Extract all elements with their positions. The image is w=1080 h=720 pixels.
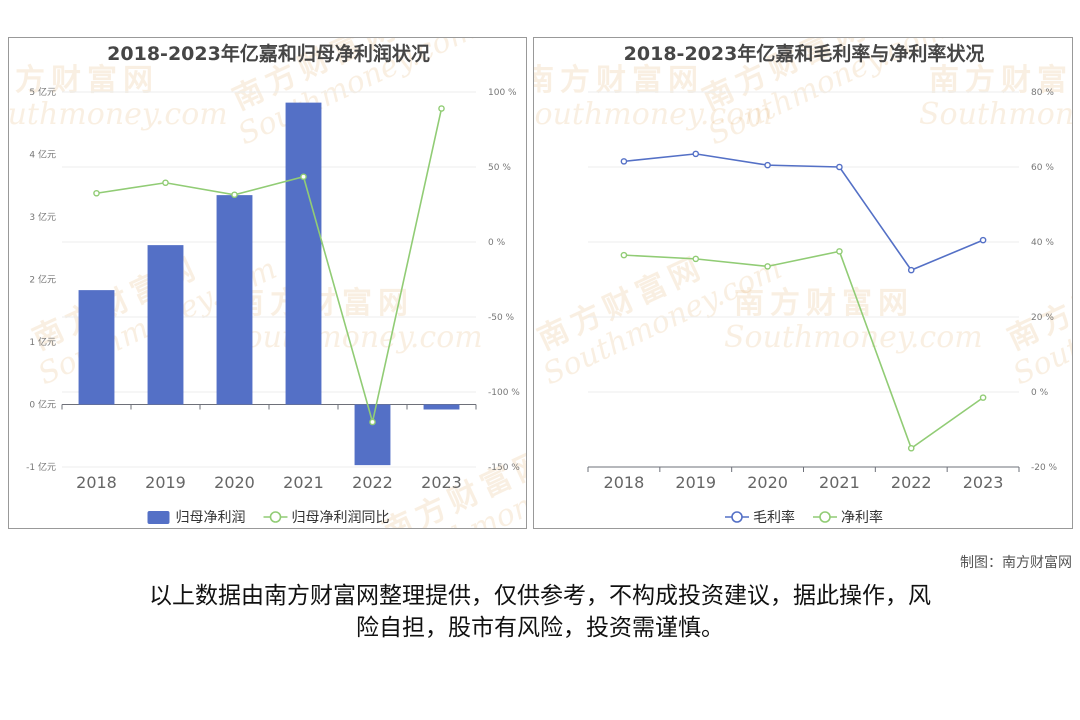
y-left-tick-label: 5 亿元 (29, 86, 56, 98)
disclaimer-line-2: 险自担，股市有风险，投资需谨慎。 (356, 615, 724, 641)
y-right-tick-label: 20 % (1031, 313, 1054, 323)
bar (285, 102, 322, 405)
data-point (692, 150, 700, 158)
y-right-tick-label: 0 % (488, 238, 506, 248)
net-profit-chart-panel: 南方财富网Southmoney.com南方财富网Southmoney.com南方… (8, 37, 527, 529)
bar (147, 245, 184, 405)
watermark-en: Southmoney.com (9, 97, 228, 132)
legend-swatch-marker (819, 511, 831, 523)
y-right-tick-label: -100 % (488, 388, 520, 398)
x-tick-label: 2022 (891, 473, 932, 492)
disclaimer-line-1: 以上数据由南方财富网整理提供，仅供参考，不构成投资建议，据此操作，风 (149, 583, 931, 609)
y-right-tick-label: 100 % (488, 88, 517, 98)
legend: 毛利率 净利率 (725, 509, 883, 526)
data-point (438, 105, 445, 112)
bar (78, 290, 115, 405)
x-tick-label: 2022 (352, 473, 393, 492)
watermark-en: Southmoney.com (724, 320, 983, 355)
data-point (692, 255, 700, 263)
data-point (907, 444, 915, 452)
watermark-cn: 南方财富网 (534, 63, 704, 98)
data-point (764, 161, 771, 169)
data-point (620, 158, 628, 165)
data-point (836, 163, 843, 171)
x-tick-label: 2023 (963, 473, 1004, 492)
series-line (623, 250, 984, 450)
chart-title: 2018-2023年亿嘉和毛利率与净利率状况 (624, 42, 985, 65)
chart-credit: 制图：南方财富网 (960, 555, 1072, 571)
y-right-tick-label: 50 % (488, 163, 511, 173)
x-tick-label: 2019 (145, 473, 186, 492)
data-point (162, 179, 169, 187)
watermark-en: Southmoney.com (224, 320, 483, 355)
chart-title: 2018-2023年亿嘉和归母净利润状况 (107, 42, 430, 65)
y-right-tick-label: -50 % (488, 313, 515, 323)
y-left-tick-label: 2 亿元 (29, 274, 56, 286)
legend-label: 归母净利润同比 (292, 509, 390, 526)
legend-label: 净利率 (841, 509, 883, 526)
legend-label: 归母净利润 (176, 509, 246, 526)
series-line (623, 153, 984, 272)
margin-chart-panel: 南方财富网 Southmoney.com 南方财富网 Southmoney.com 南方… (533, 37, 1073, 529)
legend-swatch-marker (269, 511, 282, 523)
bar (354, 404, 391, 466)
x-tick-label: 2021 (819, 473, 860, 492)
y-right-tick-label: 0 % (1031, 388, 1049, 398)
x-tick-label: 2018 (76, 473, 117, 492)
margin-chart: 南方财富网Southmoney.com南方财富网Southmoney.com南方… (534, 38, 1073, 526)
x-tick-label: 2019 (675, 473, 716, 492)
watermark-cn: 南方财富网 (734, 286, 914, 321)
legend-swatch (147, 511, 170, 524)
disclaimer: 以上数据由南方财富网整理提供，仅供参考，不构成投资建议，据此操作，风 险自担，股… (70, 580, 1010, 644)
y-left-tick-label: 4 亿元 (29, 149, 56, 161)
data-point (907, 266, 915, 274)
y-right-tick-label: 60 % (1031, 163, 1054, 173)
y-right-tick-label: -150 % (488, 463, 520, 473)
bar (216, 195, 253, 405)
y-left-tick-label: -1 亿元 (26, 461, 56, 473)
data-point (979, 236, 987, 244)
bar (423, 404, 460, 410)
series-line (96, 108, 443, 423)
legend-label: 毛利率 (753, 509, 795, 526)
watermark-en: Southmoney.com (534, 97, 773, 132)
watermark-cn: 南方财富网 (234, 286, 414, 321)
y-left-tick-label: 1 亿元 (29, 336, 56, 348)
data-point (369, 418, 376, 426)
net-profit-chart: 南方财富网Southmoney.com南方财富网Southmoney.com南方… (9, 38, 526, 528)
y-left-tick-label: 3 亿元 (29, 211, 56, 223)
x-tick-label: 2023 (421, 473, 462, 492)
data-point (836, 248, 843, 255)
legend-swatch-marker (731, 511, 743, 523)
y-right-tick-label: -20 % (1031, 463, 1058, 473)
legend: 归母净利润 归母净利润同比 (147, 509, 390, 526)
data-point (764, 263, 771, 270)
y-left-tick-label: 0 亿元 (29, 399, 56, 411)
y-right-tick-label: 80 % (1031, 88, 1054, 98)
data-point (620, 251, 628, 259)
y-right-tick-label: 40 % (1031, 238, 1054, 248)
x-tick-label: 2020 (214, 473, 255, 492)
x-tick-label: 2020 (747, 473, 788, 492)
data-point (93, 189, 100, 197)
x-tick-label: 2018 (604, 473, 645, 492)
watermark-en: Southmoney.com (919, 97, 1073, 132)
data-point (300, 173, 307, 181)
data-point (231, 191, 238, 199)
x-tick-label: 2021 (283, 473, 324, 492)
data-point (979, 394, 987, 401)
